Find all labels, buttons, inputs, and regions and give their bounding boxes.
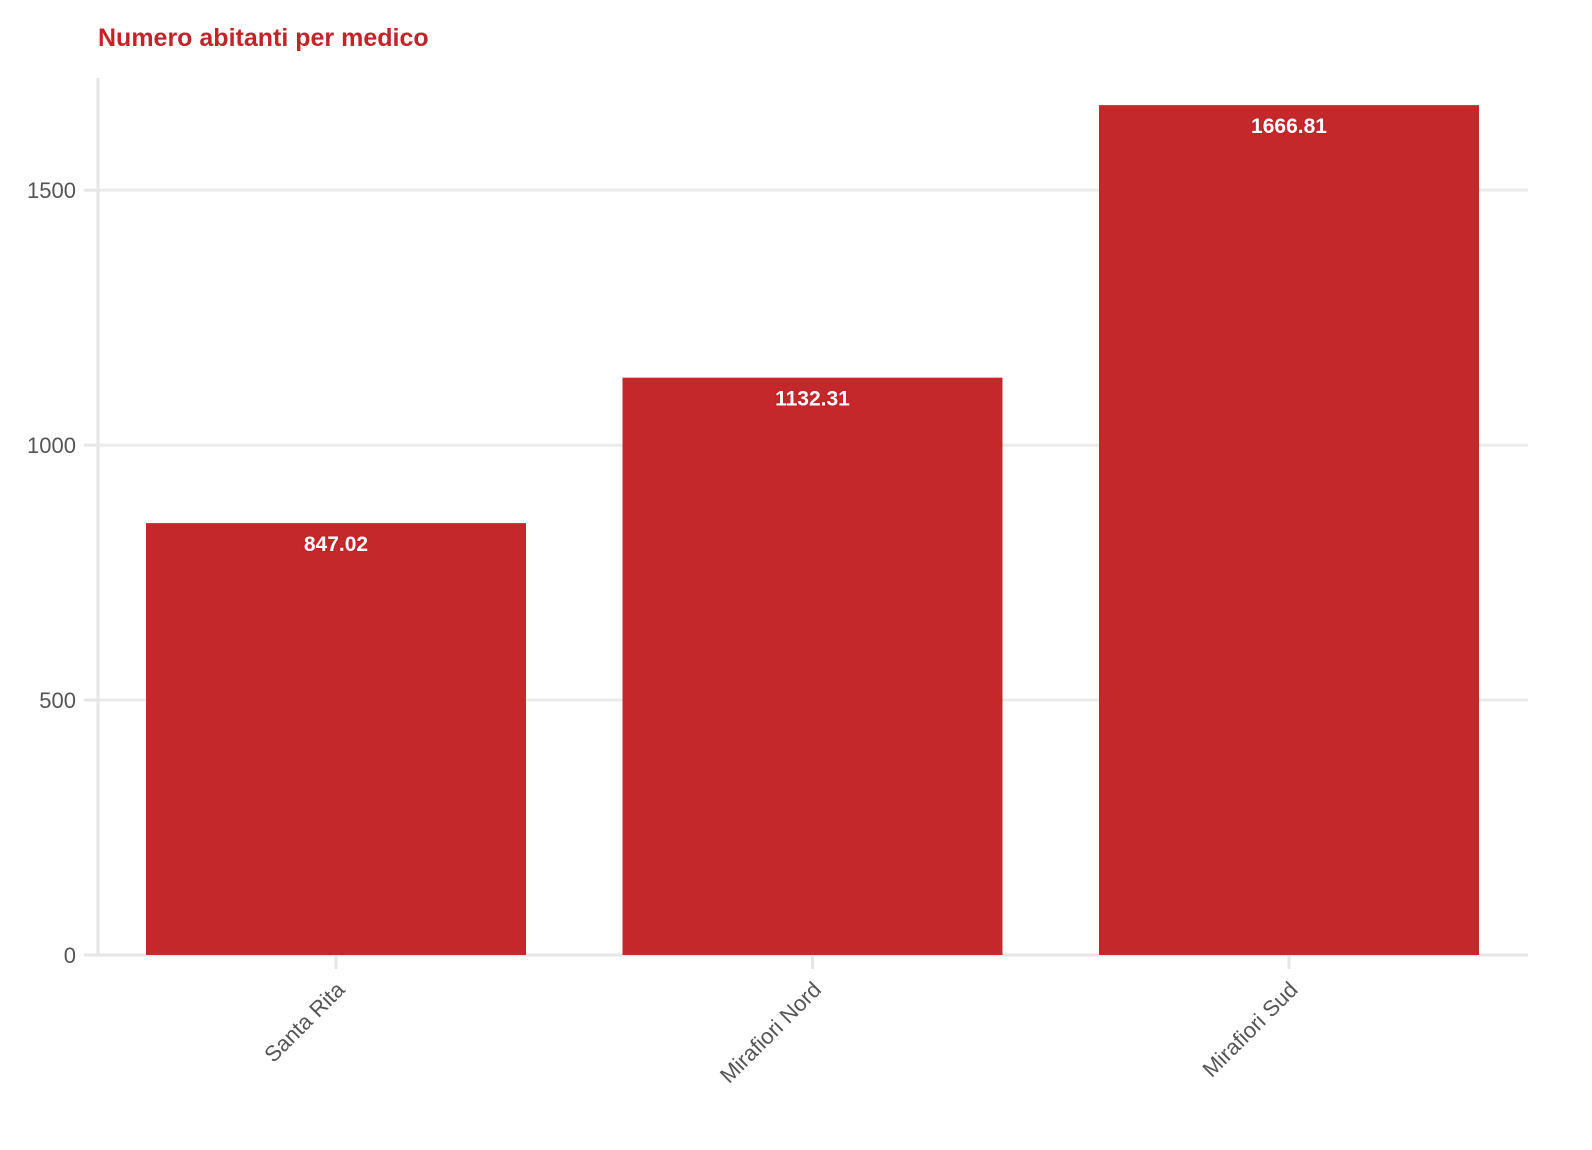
chart-title: Numero abitanti per medico	[98, 24, 429, 52]
y-tick-label: 0	[64, 943, 76, 968]
y-tick-label: 500	[39, 688, 76, 713]
y-tick-label: 1000	[27, 433, 76, 458]
data-labels: 847.02 1132.31 1666.81	[302, 114, 1328, 558]
bar-value-label: 1666.81	[1251, 115, 1327, 138]
x-axis-ticks: Santa Rita Mirafiori Nord Mirafiori Sud	[259, 955, 1303, 1088]
bar	[622, 377, 1003, 955]
bars	[146, 105, 1479, 955]
bar	[146, 523, 526, 955]
x-tick-label: Santa Rita	[259, 976, 350, 1067]
bar-value-label: 847.02	[304, 533, 368, 556]
x-tick-label: Mirafiori Sud	[1198, 977, 1303, 1082]
y-tick-label: 1500	[27, 178, 76, 203]
x-tick-label: Mirafiori Nord	[715, 977, 826, 1088]
bar-value-label: 1132.31	[775, 388, 850, 411]
bar	[1099, 105, 1479, 955]
y-axis-ticks: 0 500 1000 1500	[27, 178, 98, 968]
